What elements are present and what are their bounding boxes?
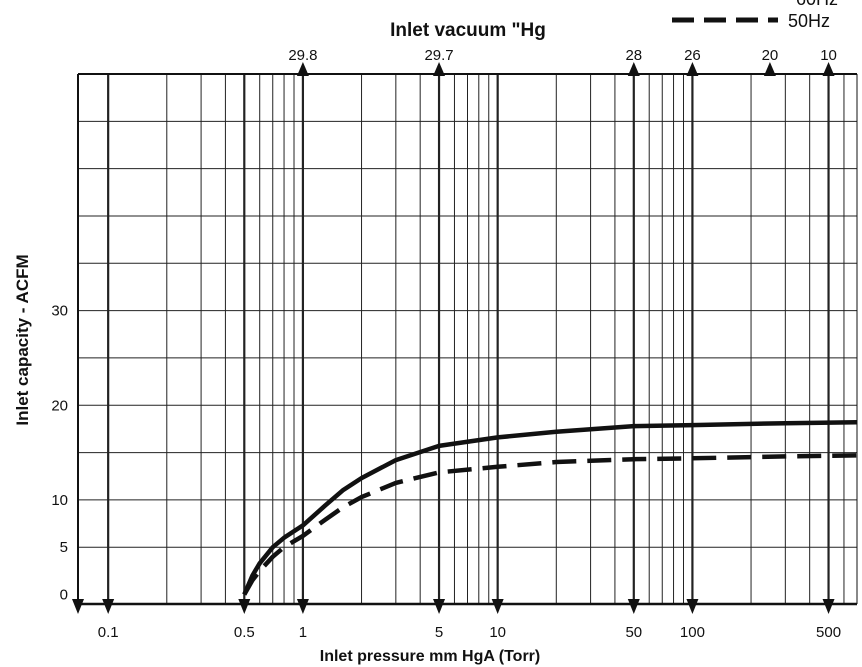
x-tick-marker: [238, 599, 251, 614]
legend: 60Hz 50Hz: [672, 0, 838, 31]
top-tick-marker: [433, 62, 446, 76]
y-tick-label: 20: [51, 397, 68, 414]
legend-label-50hz: 50Hz: [788, 11, 830, 31]
top-tick-label: 26: [684, 47, 701, 64]
y-tick-label: 30: [51, 303, 68, 320]
top-tick-label: 29.7: [424, 47, 453, 64]
tick-markers: [72, 62, 835, 614]
x-tick-marker: [686, 599, 699, 614]
x-tick-label: 100: [680, 624, 705, 641]
x-tick-marker: [102, 599, 115, 614]
x-tick-marker: [822, 599, 835, 614]
x-axis-title: Inlet pressure mm HgA (Torr): [320, 648, 540, 665]
x-tick-label: 1: [299, 624, 307, 641]
top-tick-label: 10: [820, 47, 837, 64]
x-tick-label: 500: [816, 624, 841, 641]
top-axis-title: Inlet vacuum "Hg: [390, 20, 546, 41]
y-tick-label: 5: [60, 539, 68, 556]
x-tick-label: 10: [489, 624, 506, 641]
x-tick-marker: [627, 599, 640, 614]
top-tick-label: 28: [625, 47, 642, 64]
x-tick-label: 0.5: [234, 624, 255, 641]
legend-label-60hz: 60Hz: [796, 0, 838, 9]
x-tick-marker: [491, 599, 504, 614]
series-group: [242, 420, 858, 596]
top-tick-label: 20: [762, 47, 779, 64]
y-axis-title: Inlet capacity - ACFM: [13, 254, 32, 425]
top-tick-marker: [763, 62, 776, 76]
x-tick-label: 50: [625, 624, 642, 641]
x-tick-label: 5: [435, 624, 443, 641]
x-tick-marker: [433, 599, 446, 614]
series-line-60hz: [242, 420, 858, 596]
x-tick-label: 0.1: [98, 624, 119, 641]
top-tick-marker: [627, 62, 640, 76]
axis-lines: [77, 73, 858, 606]
top-tick-marker: [686, 62, 699, 76]
top-tick-marker: [296, 62, 309, 76]
grid-lines: [78, 74, 858, 604]
x-origin-marker: [72, 599, 84, 614]
y-tick-label: 10: [51, 492, 68, 509]
series-line-50hz: [242, 453, 858, 596]
y-tick-label: 0: [60, 587, 68, 604]
top-tick-marker: [822, 62, 835, 76]
x-tick-marker: [296, 599, 309, 614]
top-tick-label: 29.8: [288, 47, 317, 64]
